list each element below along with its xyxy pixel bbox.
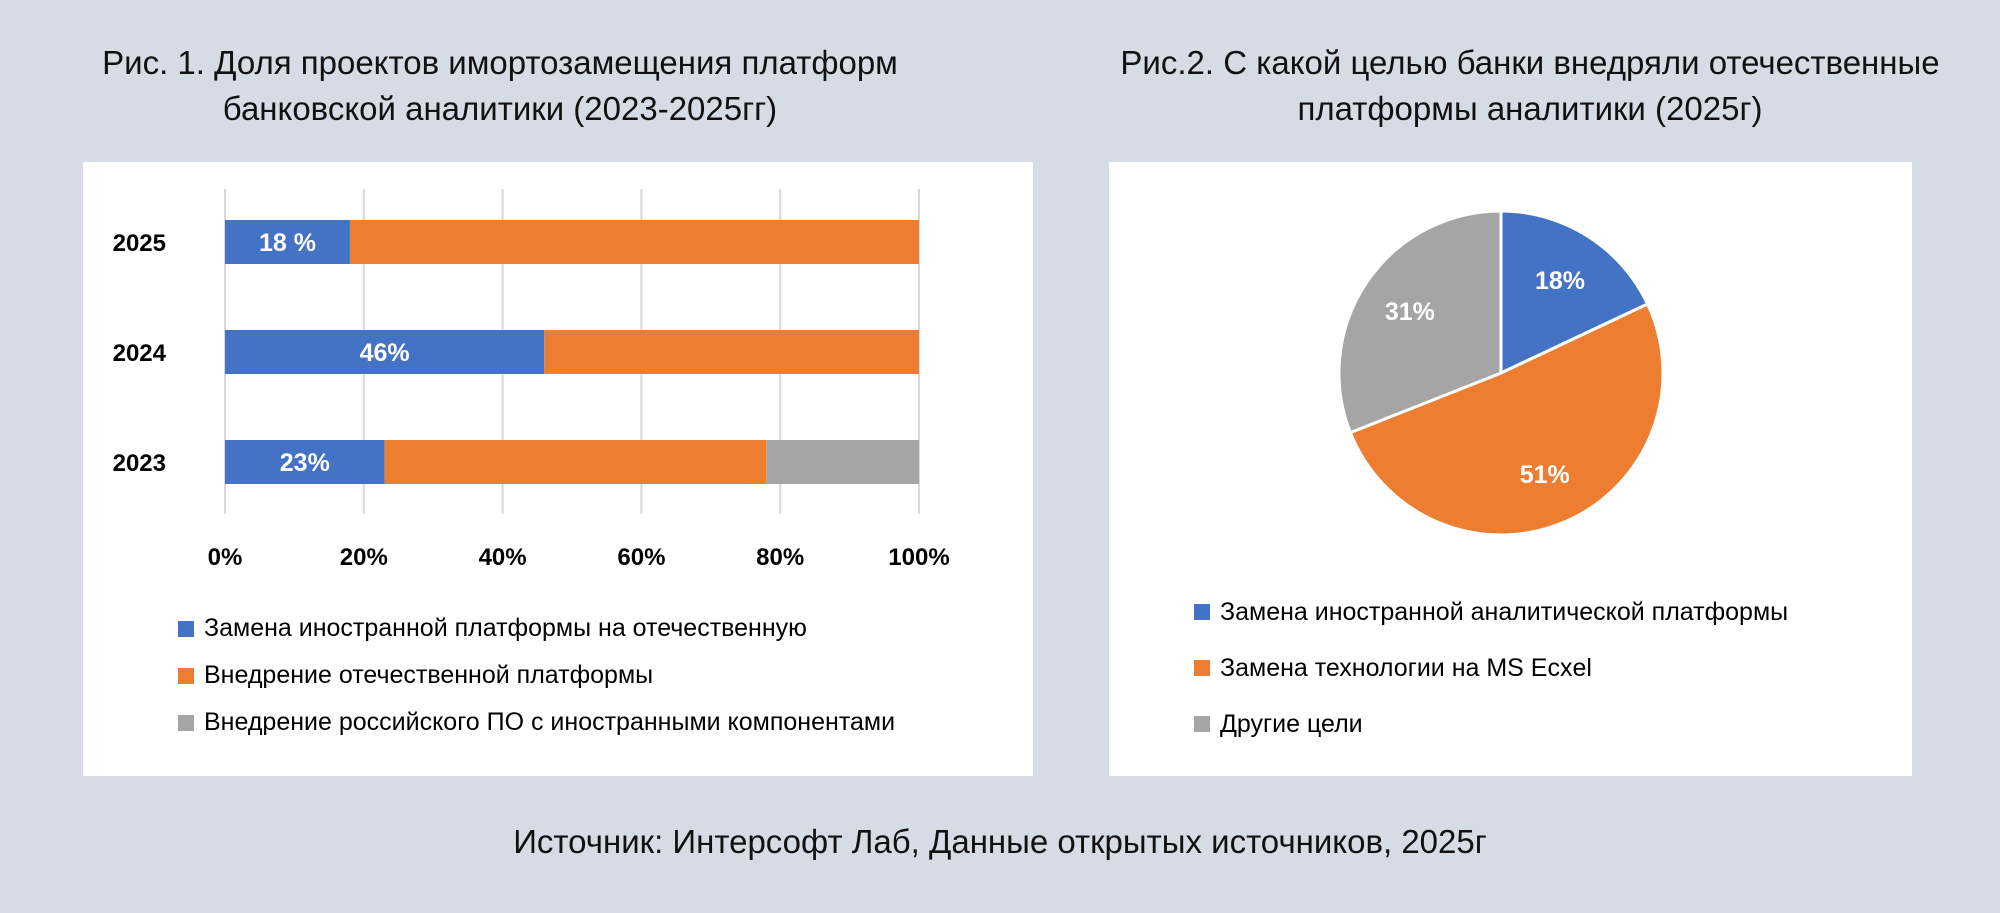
y-tick-label: 2023 <box>113 450 166 477</box>
figure1-title-line2: банковской аналитики (2023-2025гг) <box>222 90 778 127</box>
bar-segment <box>225 220 350 264</box>
bar-segment <box>225 440 385 484</box>
x-tick-label: 100% <box>888 544 949 571</box>
y-tick-label: 2024 <box>113 340 167 367</box>
bar-segment <box>349 220 919 264</box>
figure2-title-line1: Рис.2. С какой целью банки внедряли отеч… <box>1120 44 1940 81</box>
legend-swatch-gray <box>1194 716 1210 732</box>
bar-segment <box>544 330 919 374</box>
x-tick-label: 40% <box>479 544 527 571</box>
x-tick-label: 20% <box>340 544 388 571</box>
legend-item-foreign-platform: Замена иностранной аналитической платфор… <box>1194 584 1788 640</box>
legend-swatch-orange <box>1194 660 1210 676</box>
data-label: 18 % <box>259 229 316 257</box>
bar-segment <box>384 440 767 484</box>
pie-data-label: 18% <box>1535 267 1585 295</box>
bar-chart-legend: Замена иностранной платформы на отечеств… <box>178 605 895 746</box>
pie-slice <box>1348 302 1665 537</box>
figure1-title-line1: Рис. 1. Доля проектов имортозамещения пл… <box>102 44 898 81</box>
legend-swatch-gray <box>178 714 194 731</box>
data-label: 23% <box>280 449 330 477</box>
legend-swatch-orange <box>178 667 194 684</box>
legend-item-other: Другие цели <box>1194 696 1788 752</box>
x-tick-label: 60% <box>617 544 665 571</box>
pie-data-label: 31% <box>1385 298 1435 326</box>
pie-chart-panel: 18% 51% 31% Замена иностранной аналитическ… <box>1109 162 1912 776</box>
pie-chart: 18% 51% 31% <box>1337 209 1665 537</box>
pie-data-label: 51% <box>1520 461 1570 489</box>
legend-swatch-blue <box>1194 604 1210 620</box>
pie-slice <box>1337 209 1503 435</box>
x-tick-label: 0% <box>208 544 243 571</box>
legend-item-excel: Замена технологии на MS Ecxel <box>1194 640 1788 696</box>
figure2-title-line2: платформы аналитики (2025г) <box>1297 90 1763 127</box>
legend-label: Замена технологии на MS Ecxel <box>1220 653 1592 682</box>
legend-label: Внедрение российского ПО с иностранными … <box>204 708 896 736</box>
data-label: 46% <box>360 339 410 367</box>
source-note: Источник: Интерсофт Лаб, Данные открытых… <box>513 823 1487 860</box>
bar-chart-panel: 0% 20% 40% 60% 80% 100% 2025 18 % 2024 46% 2023 23%… <box>83 162 1033 776</box>
legend-label: Замена иностранной аналитической платфор… <box>1220 597 1789 626</box>
pie-slice <box>1499 209 1650 375</box>
legend-label: Другие цели <box>1220 709 1363 738</box>
bar-chart: 0% 20% 40% 60% 80% 100% 2025 18 % 2024 46% 2023 23% <box>113 189 950 571</box>
legend-item-domestic: Внедрение отечественной платформы <box>178 652 895 699</box>
legend-label: Внедрение отечественной платформы <box>204 661 654 689</box>
pie-chart-legend: Замена иностранной аналитической платфор… <box>1194 584 1788 752</box>
legend-item-replacement: Замена иностранной платформы на отечеств… <box>178 605 895 652</box>
figure1-title: Рис. 1. Доля проектов имортозамещения пл… <box>70 40 930 132</box>
x-tick-label: 80% <box>756 544 804 571</box>
legend-label: Замена иностранной платформы на отечеств… <box>204 614 807 642</box>
bar-segment <box>766 440 919 484</box>
figure2-title: Рис.2. С какой целью банки внедряли отеч… <box>1100 40 1960 132</box>
y-tick-label: 2025 <box>113 230 166 257</box>
legend-swatch-blue <box>178 620 194 637</box>
legend-item-foreign-components: Внедрение российского ПО с иностранными … <box>178 699 895 746</box>
bar-segment <box>225 330 545 374</box>
